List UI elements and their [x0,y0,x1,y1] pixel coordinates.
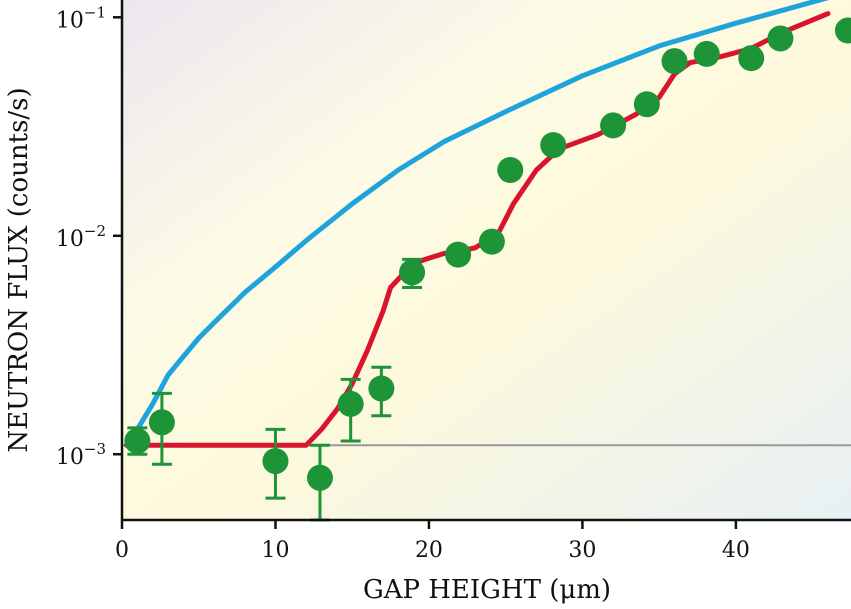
data-point [767,25,794,52]
data-point [600,112,627,139]
data-point [834,17,851,44]
data-point [633,91,660,118]
y-tick-label: 10−1 [56,3,106,33]
data-point [478,228,505,255]
data-point [368,375,395,402]
data-point [399,259,426,286]
data-point [306,464,333,491]
plot-background [122,0,851,520]
y-tick-label: 10−2 [56,222,106,252]
x-tick-label: 10 [261,538,289,563]
data-point [445,241,472,268]
data-point [661,48,688,75]
data-point [497,157,524,184]
x-tick-label: 0 [115,538,129,563]
data-point [148,409,175,436]
y-axis-label: NEUTRON FLUX (counts/s) [4,87,34,452]
data-point [738,45,765,72]
x-tick-label: 20 [415,538,443,563]
x-axis-label: GAP HEIGHT (μm) [363,575,611,605]
y-tick-label: 10−3 [56,440,106,470]
data-point [262,448,289,475]
data-point [693,40,720,67]
x-tick-label: 40 [722,538,750,563]
theory-line [124,0,829,448]
data-point [540,132,567,159]
x-tick-label: 30 [568,538,596,563]
data-point [124,427,151,454]
data-point [337,390,364,417]
